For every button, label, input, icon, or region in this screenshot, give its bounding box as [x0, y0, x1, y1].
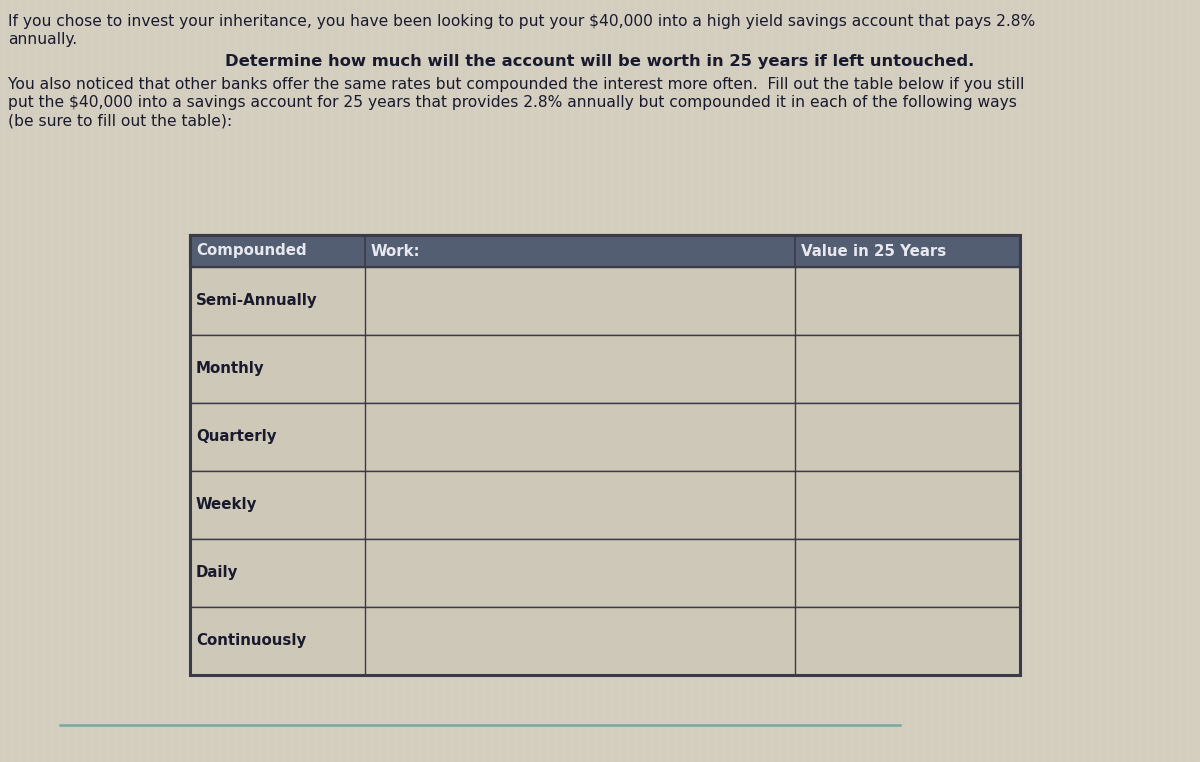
Bar [190, 235, 1020, 675]
Text: put the $40,000 into a savings account for 25 years that provides 2.8% annually : put the $40,000 into a savings account f… [8, 95, 1016, 110]
Text: (be sure to fill out the table):: (be sure to fill out the table): [8, 113, 232, 128]
Bar [190, 403, 1020, 471]
Text: Compounded: Compounded [196, 244, 307, 258]
Text: Weekly: Weekly [196, 498, 257, 513]
Bar [190, 607, 1020, 675]
Text: Determine how much will the account will be worth in 25 years if left untouched.: Determine how much will the account will… [226, 54, 974, 69]
Text: Continuously: Continuously [196, 633, 306, 648]
Text: You also noticed that other banks offer the same rates but compounded the intere: You also noticed that other banks offer … [8, 77, 1025, 92]
Bar [190, 267, 1020, 335]
Text: Value in 25 Years: Value in 25 Years [802, 244, 947, 258]
Text: Daily: Daily [196, 565, 239, 581]
Text: If you chose to invest your inheritance, you have been looking to put your $40,0: If you chose to invest your inheritance,… [8, 14, 1036, 29]
Bar [190, 235, 1020, 267]
Bar [190, 539, 1020, 607]
Text: Work:: Work: [371, 244, 420, 258]
Text: Semi-Annually: Semi-Annually [196, 293, 318, 309]
Text: annually.: annually. [8, 32, 77, 47]
Text: Monthly: Monthly [196, 361, 265, 376]
Bar [190, 471, 1020, 539]
Text: Quarterly: Quarterly [196, 430, 276, 444]
Bar [190, 335, 1020, 403]
